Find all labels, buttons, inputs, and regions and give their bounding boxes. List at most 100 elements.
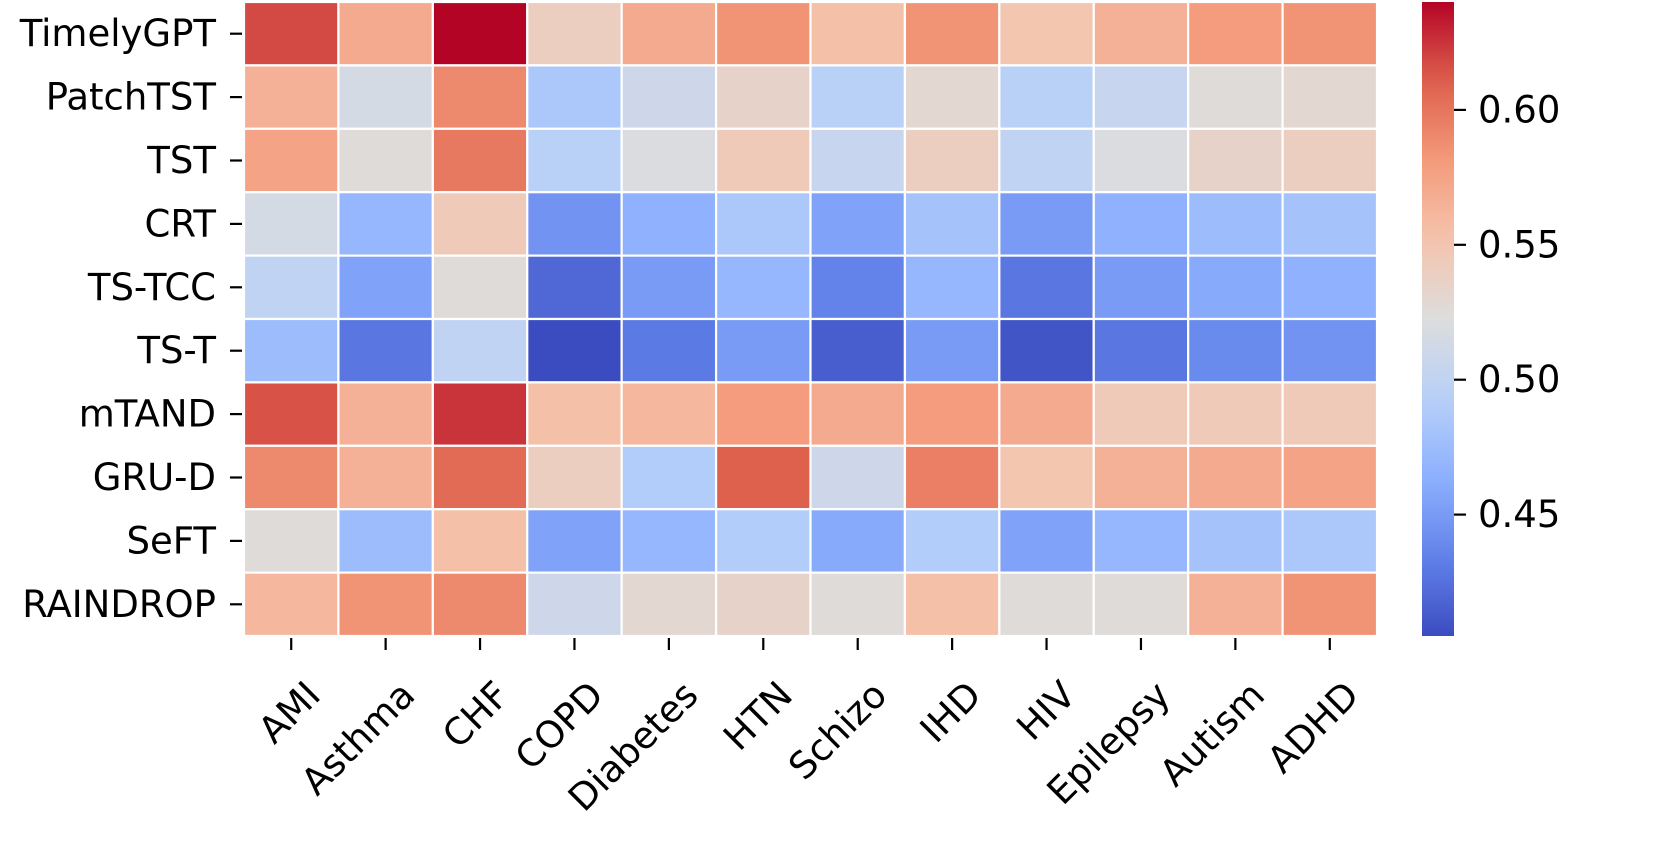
heatmap-cell-ts-tcc-htn bbox=[714, 254, 812, 321]
heatmap-cell-tst-autism bbox=[1187, 127, 1284, 194]
heatmap-cell-timelygpt-copd bbox=[526, 0, 623, 67]
heatmap-cell-gru-d-chf bbox=[431, 444, 529, 511]
heatmap-cell-patchtst-htn bbox=[714, 64, 812, 130]
heatmap-cell-patchtst-asthma bbox=[337, 64, 434, 130]
heatmap-cell-raindrop-adhd bbox=[1281, 571, 1379, 638]
heatmap-cell-gru-d-epilepsy bbox=[1092, 444, 1190, 511]
column-label: CHF bbox=[434, 673, 517, 756]
heatmap-cell-tst-asthma bbox=[337, 127, 434, 194]
heatmap-cell-seft-ihd bbox=[903, 508, 1001, 574]
colorbar-tick-label: 0.55 bbox=[1478, 223, 1560, 266]
heatmap-cell-mtand-autism bbox=[1187, 381, 1284, 447]
heatmap-cell-raindrop-chf bbox=[431, 571, 529, 638]
heatmap-cell-tst-diabetes bbox=[620, 127, 718, 194]
heatmap-cell-ts-t-asthma bbox=[337, 317, 434, 384]
heatmap-cell-patchtst-autism bbox=[1187, 64, 1284, 130]
heatmap-cell-timelygpt-ihd bbox=[903, 0, 1001, 67]
heatmap-cell-raindrop-copd bbox=[526, 571, 623, 638]
heatmap-cell-seft-schizo bbox=[809, 508, 907, 574]
heatmap-cell-gru-d-hiv bbox=[998, 444, 1095, 511]
heatmap-cell-patchtst-adhd bbox=[1281, 64, 1379, 130]
heatmap-cell-tst-copd bbox=[526, 127, 623, 194]
heatmap-cell-mtand-htn bbox=[714, 381, 812, 447]
heatmap-cells bbox=[242, 0, 1379, 638]
heatmap-cell-raindrop-hiv bbox=[998, 571, 1095, 638]
heatmap-cell-ts-tcc-autism bbox=[1187, 254, 1284, 321]
heatmap-cell-timelygpt-autism bbox=[1187, 0, 1284, 67]
heatmap-cell-ts-tcc-hiv bbox=[998, 254, 1095, 321]
heatmap-cell-raindrop-htn bbox=[714, 571, 812, 638]
heatmap-cell-ts-tcc-asthma bbox=[337, 254, 434, 321]
heatmap-cell-mtand-asthma bbox=[337, 381, 434, 447]
heatmap-cell-ts-tcc-copd bbox=[526, 254, 623, 321]
heatmap-cell-timelygpt-chf bbox=[431, 0, 529, 67]
row-label: TST bbox=[146, 139, 216, 182]
heatmap-cell-timelygpt-ami bbox=[242, 0, 340, 67]
heatmap-cell-tst-ihd bbox=[903, 127, 1001, 194]
heatmap-cell-ts-t-ami bbox=[242, 317, 340, 384]
heatmap-cell-ts-tcc-diabetes bbox=[620, 254, 718, 321]
heatmap-cell-gru-d-asthma bbox=[337, 444, 434, 511]
heatmap-cell-crt-copd bbox=[526, 191, 623, 257]
heatmap-cell-timelygpt-diabetes bbox=[620, 0, 718, 67]
heatmap-cell-ts-tcc-chf bbox=[431, 254, 529, 321]
heatmap-cell-crt-autism bbox=[1187, 191, 1284, 257]
heatmap-cell-ts-tcc-ami bbox=[242, 254, 340, 321]
row-label: CRT bbox=[145, 202, 217, 245]
heatmap-cell-ts-tcc-schizo bbox=[809, 254, 907, 321]
heatmap-cell-crt-asthma bbox=[337, 191, 434, 257]
heatmap-cell-raindrop-epilepsy bbox=[1092, 571, 1190, 638]
heatmap-cell-mtand-ihd bbox=[903, 381, 1001, 447]
heatmap-cell-patchtst-ami bbox=[242, 64, 340, 130]
heatmap-cell-seft-asthma bbox=[337, 508, 434, 574]
heatmap-cell-mtand-schizo bbox=[809, 381, 907, 447]
heatmap-cell-gru-d-diabetes bbox=[620, 444, 718, 511]
heatmap-cell-patchtst-ihd bbox=[903, 64, 1001, 130]
heatmap-cell-timelygpt-htn bbox=[714, 0, 812, 67]
heatmap-cell-seft-adhd bbox=[1281, 508, 1379, 574]
heatmap-cell-patchtst-chf bbox=[431, 64, 529, 130]
heatmap-cell-gru-d-ami bbox=[242, 444, 340, 511]
heatmap-cell-gru-d-adhd bbox=[1281, 444, 1379, 511]
column-label: HTN bbox=[715, 673, 801, 759]
heatmap-cell-mtand-ami bbox=[242, 381, 340, 447]
heatmap-cell-timelygpt-epilepsy bbox=[1092, 0, 1190, 67]
heatmap-cell-ts-tcc-adhd bbox=[1281, 254, 1379, 321]
heatmap-cell-ts-tcc-ihd bbox=[903, 254, 1001, 321]
heatmap-cell-seft-chf bbox=[431, 508, 529, 574]
heatmap-cell-crt-epilepsy bbox=[1092, 191, 1190, 257]
heatmap-cell-raindrop-autism bbox=[1187, 571, 1284, 638]
heatmap-cell-ts-t-chf bbox=[431, 317, 529, 384]
column-label: Autism bbox=[1151, 673, 1273, 795]
heatmap-cell-patchtst-diabetes bbox=[620, 64, 718, 130]
heatmap-cell-timelygpt-adhd bbox=[1281, 0, 1379, 67]
heatmap-cell-mtand-chf bbox=[431, 381, 529, 447]
heatmap-cell-raindrop-asthma bbox=[337, 571, 434, 638]
colorbar-gradient bbox=[1422, 2, 1454, 636]
heatmap-cell-timelygpt-hiv bbox=[998, 0, 1095, 67]
heatmap-cell-seft-diabetes bbox=[620, 508, 718, 574]
heatmap-cell-crt-chf bbox=[431, 191, 529, 257]
heatmap-cell-tst-adhd bbox=[1281, 127, 1379, 194]
colorbar-tick-label: 0.60 bbox=[1478, 88, 1560, 131]
heatmap-cell-timelygpt-asthma bbox=[337, 0, 434, 67]
heatmap-cell-crt-htn bbox=[714, 191, 812, 257]
heatmap-cell-tst-hiv bbox=[998, 127, 1095, 194]
heatmap-cell-ts-t-hiv bbox=[998, 317, 1095, 384]
row-label: GRU-D bbox=[93, 456, 216, 499]
heatmap-cell-ts-t-adhd bbox=[1281, 317, 1379, 384]
heatmap-cell-mtand-epilepsy bbox=[1092, 381, 1190, 447]
heatmap-cell-crt-adhd bbox=[1281, 191, 1379, 257]
row-label: RAINDROP bbox=[22, 583, 216, 626]
heatmap-cell-seft-hiv bbox=[998, 508, 1095, 574]
heatmap-cell-seft-ami bbox=[242, 508, 340, 574]
heatmap-cell-seft-autism bbox=[1187, 508, 1284, 574]
heatmap-cell-tst-ami bbox=[242, 127, 340, 194]
heatmap-cell-ts-t-schizo bbox=[809, 317, 907, 384]
heatmap-cell-ts-t-htn bbox=[714, 317, 812, 384]
heatmap-cell-seft-epilepsy bbox=[1092, 508, 1190, 574]
heatmap-cell-mtand-adhd bbox=[1281, 381, 1379, 447]
heatmap-cell-ts-t-autism bbox=[1187, 317, 1284, 384]
